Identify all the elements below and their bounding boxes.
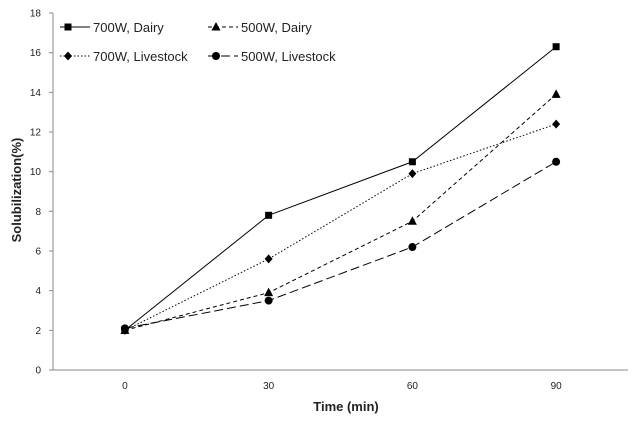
series-group bbox=[120, 43, 561, 335]
axes: 0 2 4 6 8 10 12 14 16 18 0 30 60 90 bbox=[30, 9, 628, 392]
x-tick-label: 90 bbox=[551, 381, 563, 392]
data-point bbox=[265, 211, 273, 219]
legend-item: 700W, Dairy bbox=[60, 20, 164, 35]
legend-item: 500W, Dairy bbox=[208, 20, 312, 35]
series-2 bbox=[120, 89, 561, 334]
data-point bbox=[407, 216, 417, 225]
data-point bbox=[552, 43, 560, 51]
y-tick-label: 0 bbox=[35, 366, 41, 377]
legend-label: 700W, Livestock bbox=[93, 49, 188, 64]
y-tick-label: 2 bbox=[35, 326, 41, 337]
y-tick-label: 8 bbox=[35, 207, 41, 218]
x-axis-title: Time (min) bbox=[313, 399, 379, 414]
legend-marker bbox=[212, 52, 220, 60]
data-point bbox=[552, 119, 561, 129]
data-point bbox=[408, 158, 416, 166]
data-point bbox=[264, 296, 273, 305]
x-tick-label: 0 bbox=[122, 381, 128, 392]
data-point bbox=[264, 287, 274, 297]
legend-label: 500W, Dairy bbox=[241, 20, 312, 35]
legend-marker bbox=[64, 51, 72, 61]
series-line bbox=[124, 93, 557, 331]
data-point bbox=[552, 157, 561, 166]
y-tick-label: 6 bbox=[35, 247, 41, 258]
data-point bbox=[551, 89, 561, 98]
y-tick-label: 14 bbox=[30, 88, 42, 99]
x-tick-label: 30 bbox=[263, 381, 275, 392]
data-point bbox=[408, 243, 417, 252]
series-4 bbox=[120, 157, 561, 333]
legend-marker bbox=[64, 23, 72, 31]
series-1 bbox=[121, 43, 560, 334]
x-tick-label: 60 bbox=[407, 381, 419, 392]
legend-label: 500W, Livestock bbox=[241, 49, 336, 64]
y-tick-label: 12 bbox=[30, 128, 42, 139]
y-tick-label: 4 bbox=[35, 286, 41, 297]
y-tick-label: 10 bbox=[30, 167, 42, 178]
y-tick-label: 16 bbox=[30, 48, 42, 59]
series-3 bbox=[120, 119, 561, 335]
data-point bbox=[120, 324, 129, 333]
series-line bbox=[124, 161, 557, 329]
legend-item: 700W, Livestock bbox=[60, 49, 188, 64]
y-tick-label: 18 bbox=[30, 9, 42, 20]
data-point bbox=[408, 169, 417, 179]
series-line bbox=[124, 123, 557, 331]
legend-item: 500W, Livestock bbox=[208, 49, 336, 64]
legend: 700W, Dairy 500W, Dairy 700W, Livestock 500… bbox=[60, 20, 336, 64]
legend-label: 700W, Dairy bbox=[93, 20, 164, 35]
legend-marker bbox=[211, 22, 221, 31]
y-axis-title: Solubilization(%) bbox=[9, 138, 24, 243]
data-point bbox=[264, 254, 273, 264]
series-line bbox=[124, 46, 557, 331]
